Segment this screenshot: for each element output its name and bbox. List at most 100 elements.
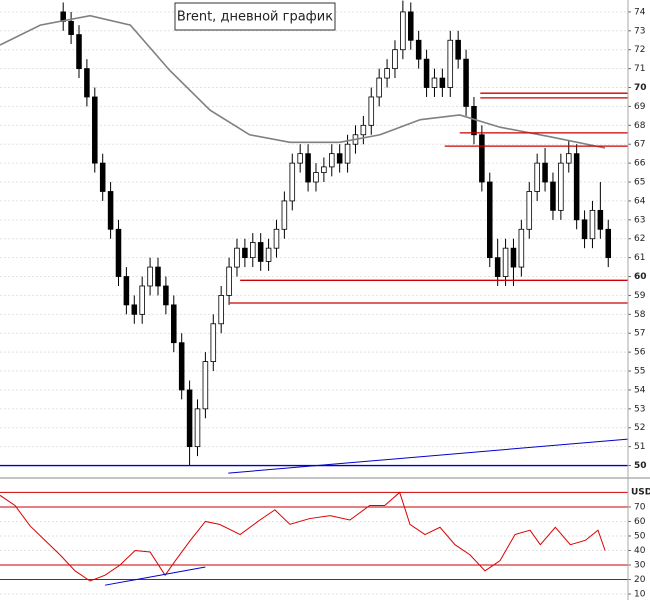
candle-body [439,77,446,88]
marks [0,0,629,586]
y-tick-label: 62 [634,234,645,244]
candle-body [281,200,288,230]
candle-body [407,11,414,41]
y-tick-label: 70 [634,83,647,93]
candle-body [313,172,319,183]
candle-body [99,162,106,192]
candle-body [431,77,438,88]
candle-body [329,153,335,168]
candle-body [479,134,485,183]
y-tick-label: 54 [634,385,646,395]
candle-body [305,153,311,183]
title-box [174,2,336,31]
candle-body [400,11,406,51]
candle-body [257,242,264,262]
rsi-tick-label: 40 [634,546,646,556]
candle-body [447,39,454,88]
y-tick-label: 55 [634,367,645,377]
candle-body [297,153,303,164]
candle-body [376,77,382,98]
candle-body [415,39,422,60]
rsi-tick-label: 50 [634,531,646,541]
candle-body [321,166,327,173]
y-tick-label: 68 [634,121,646,131]
y-tick-label: 65 [634,178,645,188]
moving-average [0,14,606,149]
y-tick-label: 71 [634,64,645,74]
rsi-trend-line [104,566,206,586]
candle-body [210,323,217,362]
candle-body [178,342,185,391]
candle-body [155,266,161,287]
y-tick-label: 61 [634,253,645,263]
y-tick-label: 64 [634,196,646,206]
candle-body [392,49,398,70]
candle-body [565,153,572,164]
rsi-tick-label: 30 [634,561,646,571]
candle-body [131,304,138,315]
y-tick-label: 60 [634,272,647,282]
candle-body [494,257,501,277]
candle-body [186,389,193,448]
candle-body [336,153,343,164]
rsi-tick-label: 10 [634,590,646,600]
y-tick-label: 58 [634,310,646,320]
candle-body [107,191,114,230]
candle-body [581,219,588,240]
candle-body [558,162,564,211]
candle-body [194,408,201,448]
candle-body [463,58,469,107]
candle-body [218,295,224,325]
y-tick-label: 73 [634,26,645,36]
candle-body [550,181,556,211]
y-tick-label: 63 [634,215,645,225]
candle-body [115,228,122,277]
y-tick-label: 72 [634,45,645,55]
y-tick-label: 69 [634,102,646,112]
candle-body [518,228,525,268]
candle-body [123,276,130,306]
candle-body [92,96,98,164]
y-tick-label: 74 [634,7,646,17]
candle-body [597,209,604,230]
candle-body [455,39,461,60]
candle-body [68,20,74,35]
y-tick-label: 57 [634,329,645,339]
trend-line [228,438,629,474]
candle-body [605,228,612,259]
candle-body [250,242,256,259]
candle-body [589,209,596,240]
candle-body [534,162,540,192]
y-tick-label: 66 [634,159,646,169]
candle-body [360,124,367,136]
candle-body [486,181,493,259]
candle-body [502,247,509,277]
candle-body [234,247,240,268]
rsi-tick-label: 70 [634,502,646,512]
candle-body [163,285,169,306]
candle-body [423,58,430,88]
y-tick-label: 52 [634,423,645,433]
candle-body [202,361,209,410]
y-tick-label: 50 [634,461,647,471]
candle-body [265,247,272,262]
candle-body [289,162,296,202]
candle-body [384,68,390,79]
chart-title: Brent, дневной график [177,10,333,25]
y-tick-label: 51 [634,442,645,452]
candle-body [510,247,517,268]
candle-body [171,304,177,344]
candle-body [368,96,375,126]
y-tick-label: 56 [634,348,646,358]
y-tick-label: 67 [634,140,645,150]
candle-body [273,228,280,249]
candle-body [84,68,90,98]
candle-body [344,143,351,164]
rsi-axis-unit: USD [631,488,650,498]
candle-body [542,162,548,183]
candle-body [573,153,580,221]
y-tick-label: 59 [634,291,646,301]
rsi-line [0,491,606,582]
